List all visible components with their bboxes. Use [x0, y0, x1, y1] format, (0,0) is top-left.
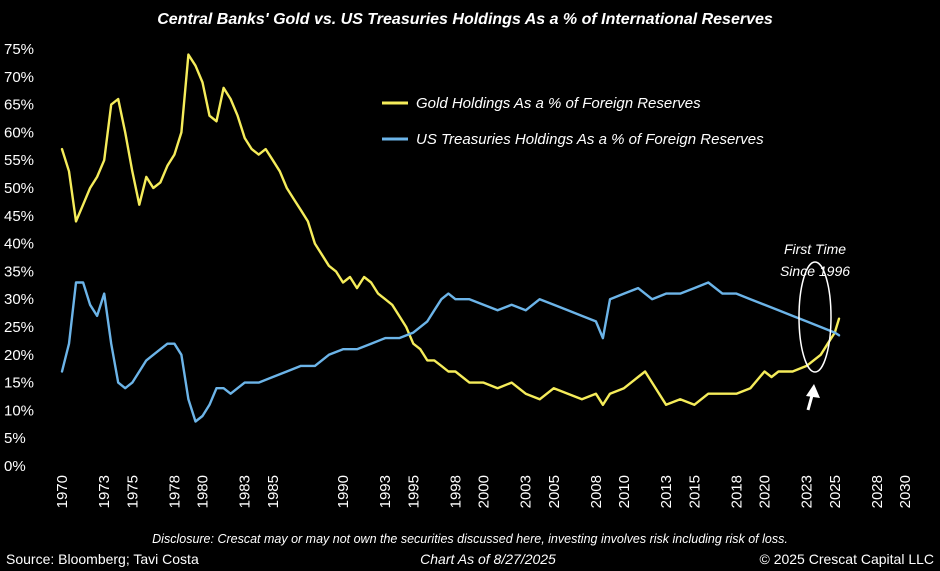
x-tick-label: 1990: [335, 475, 352, 508]
annotation-line-1: First Time: [784, 241, 846, 257]
x-tick-label: 1980: [195, 475, 212, 508]
x-tick-label: 2018: [728, 475, 745, 508]
x-tick-label: 2013: [658, 475, 675, 508]
x-tick-label: 1983: [237, 475, 254, 508]
y-tick-label: 70%: [4, 69, 34, 86]
x-tick-label: 1993: [377, 475, 394, 508]
x-tick-label: 1978: [166, 475, 183, 508]
y-tick-label: 20%: [4, 347, 34, 364]
annotation-arrow-head: [806, 384, 820, 398]
y-tick-label: 55%: [4, 152, 34, 169]
y-tick-label: 45%: [4, 208, 34, 225]
x-axis: 1970 1973 1975 1978 1980 1983 1985 1990 1993 1995…: [54, 475, 914, 508]
x-tick-label: 2030: [897, 475, 914, 508]
x-tick-label: 1970: [54, 475, 71, 508]
y-tick-label: 10%: [4, 402, 34, 419]
x-tick-label: 1998: [447, 475, 464, 508]
annotation-line-2: Since 1996: [780, 263, 850, 279]
annotation-circle: [798, 261, 832, 373]
source-text: Source: Bloomberg; Tavi Costa: [6, 551, 199, 567]
disclosure-text: Disclosure: Crescat may or may not own t…: [152, 532, 788, 546]
gold-series-line: [60, 53, 841, 406]
legend: Gold Holdings As a % of Foreign Reserves…: [382, 95, 764, 148]
x-tick-label: 1973: [96, 475, 113, 508]
y-tick-label: 75%: [4, 41, 34, 58]
y-axis: 0% 5% 10% 15% 20% 25% 30% 35% 40% 45% 50% 55% 60% 65%…: [4, 41, 34, 475]
y-tick-label: 30%: [4, 291, 34, 308]
chart-date-text: Chart As of 8/27/2025: [420, 551, 556, 567]
y-tick-label: 5%: [4, 430, 26, 447]
y-tick-label: 15%: [4, 375, 34, 392]
y-tick-label: 35%: [4, 263, 34, 280]
treasuries-series-line: [60, 281, 841, 423]
x-tick-label: 2023: [799, 475, 816, 508]
x-tick-label: 1975: [124, 475, 141, 508]
x-tick-label: 2028: [869, 475, 886, 508]
legend-label-treasuries: US Treasuries Holdings As a % of Foreign…: [416, 131, 764, 148]
series-layer: [60, 53, 841, 423]
legend-label-gold: Gold Holdings As a % of Foreign Reserves: [416, 95, 701, 112]
x-tick-label: 2003: [518, 475, 535, 508]
x-tick-label: 2020: [757, 475, 774, 508]
x-tick-label: 2005: [546, 475, 563, 508]
x-tick-label: 2008: [588, 475, 605, 508]
chart-title: Central Banks' Gold vs. US Treasuries Ho…: [157, 11, 773, 28]
y-tick-label: 0%: [4, 458, 26, 475]
x-tick-label: 2000: [476, 475, 493, 508]
x-tick-label: 2010: [616, 475, 633, 508]
first-time-annotation: First Time Since 1996: [780, 241, 850, 411]
y-tick-label: 40%: [4, 236, 34, 253]
copyright-text: © 2025 Crescat Capital LLC: [759, 551, 934, 567]
y-tick-label: 50%: [4, 180, 34, 197]
y-tick-label: 65%: [4, 97, 34, 114]
x-tick-label: 2025: [827, 475, 844, 508]
y-tick-label: 25%: [4, 319, 34, 336]
x-tick-label: 1985: [265, 475, 282, 508]
y-tick-label: 60%: [4, 124, 34, 141]
x-tick-label: 1995: [405, 475, 422, 508]
x-tick-label: 2015: [686, 475, 703, 508]
